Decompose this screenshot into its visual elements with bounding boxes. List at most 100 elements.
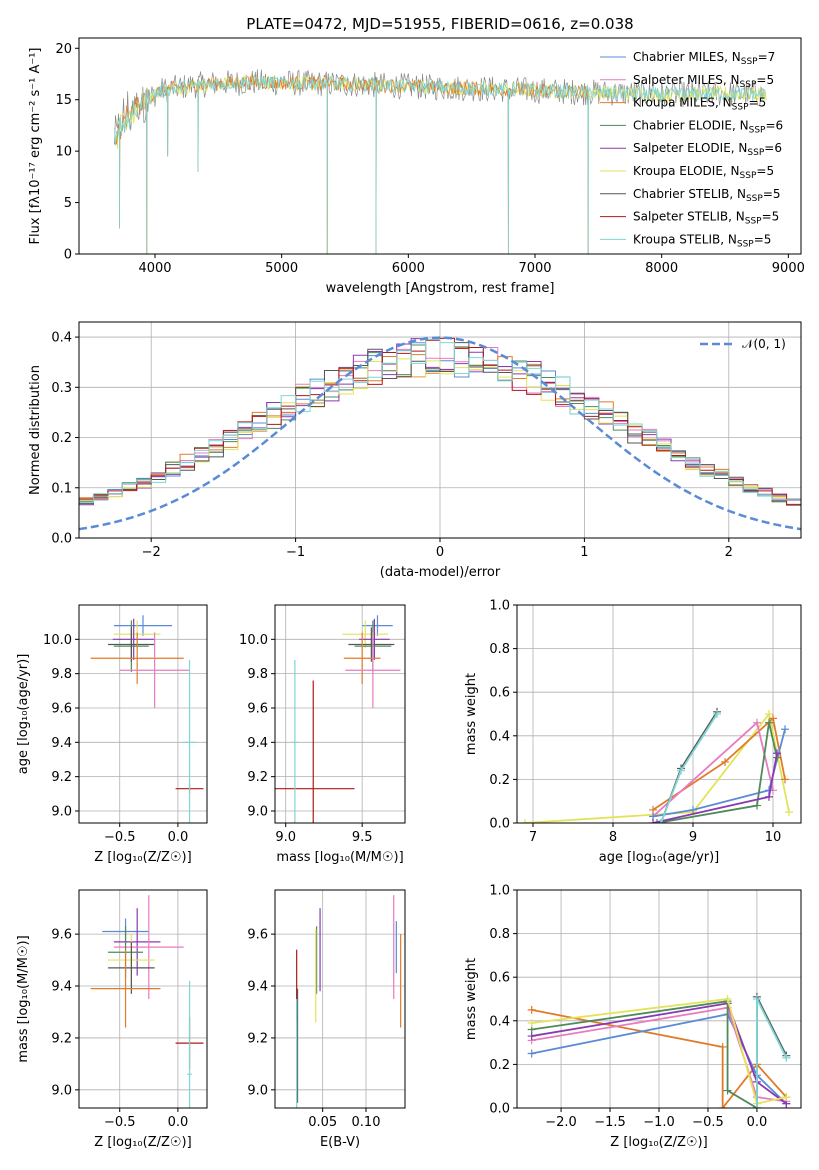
weight-point-marker [527, 1005, 536, 1014]
errorbar-point [183, 659, 196, 823]
errorbar-point [362, 615, 393, 636]
legend-label: 𝒩(0, 1) [742, 337, 786, 351]
legend-label: Kroupa ELODIE, NSSP=5 [633, 164, 774, 181]
y-tick-label: 9.2 [247, 770, 268, 785]
errorbar-point [291, 659, 298, 823]
errorbar-point [345, 632, 401, 708]
weight-point-marker [723, 995, 732, 1003]
axes-frame [516, 604, 802, 824]
weight-point-marker [649, 819, 657, 823]
panel-spectrum: 4000 5000 6000 7000 8000 9000 0 5 10 15 20 waveleng… [28, 37, 805, 296]
frame-age_vs_mass: 9.0 9.5 9.0 9.2 9.4 9.6 9.8 10.0 mass [log₁₀(M/M… [239, 604, 406, 865]
y-tick-label: 9.6 [247, 928, 268, 943]
x-tick-label: 9 [689, 830, 697, 845]
plot-area-residuals [79, 336, 801, 531]
axes-frame [78, 37, 802, 255]
histogram-kroupa-stelib [79, 338, 801, 504]
legend-label-main: Salpeter STELIB, N [633, 210, 745, 224]
x-axis-label: Z [log₁₀(Z/Z☉)] [94, 850, 191, 865]
weight-point-marker [785, 808, 793, 817]
y-tick-label: 0.0 [51, 532, 72, 547]
x-tick-label: 0.10 [352, 1115, 381, 1130]
y-tick-label: 9.0 [51, 1083, 72, 1098]
legend-label-main: Chabrier MILES, N [633, 50, 741, 64]
x-tick-label: 1 [580, 545, 588, 560]
x-tick-label: −1.5 [594, 1115, 626, 1130]
weight-point-marker [773, 749, 781, 758]
y-axis-label: mass weight [464, 673, 479, 755]
frame-mass_vs_EBV: 0.05 0.10 9.0 9.2 9.4 9.6 E(B-V) [247, 889, 406, 1150]
weight-series-line [531, 1009, 787, 1108]
weight-point-marker [765, 718, 773, 727]
y-tick-label: 0.2 [51, 431, 72, 446]
x-tick-label: 7 [529, 830, 537, 845]
frame-residuals: −2 −1 0 1 2 0.0 0.1 0.2 0.3 0.4 (data-model)/error… [28, 321, 802, 580]
x-tick-label: −0.5 [104, 830, 136, 845]
plot-area-mass_vs_Z [90, 895, 204, 1108]
x-axis-label: E(B-V) [320, 1135, 360, 1150]
legend-label-main: Salpeter ELODIE, N [633, 141, 747, 155]
y-tick-label: 0.2 [489, 1058, 510, 1073]
legend-label: Kroupa MILES, NSSP=5 [633, 96, 766, 113]
y-tick-label: 0.8 [489, 642, 510, 657]
x-tick-label: −2.0 [545, 1115, 577, 1130]
y-tick-label: 9.2 [247, 1031, 268, 1046]
panel-age_vs_Z: −0.5 0.0 9.0 9.2 9.4 9.6 9.8 10.0 Z [log₁₀(Z/Z☉)… [16, 604, 208, 865]
y-tick-label: 0.3 [51, 381, 72, 396]
x-tick-label: 7000 [518, 261, 551, 276]
frame-weight_vs_Z: −2.0 −1.5 −1.0 −0.5 0.0 0.0 0.2 0.4 0.6 0.8 1.0 Z [… [464, 884, 802, 1150]
legend-label-suffix: =6 [765, 118, 783, 132]
legend-label: Chabrier STELIB, NSSP=5 [633, 187, 781, 204]
y-tick-label: 9.2 [51, 770, 72, 785]
panel-age_vs_mass: 9.0 9.5 9.0 9.2 9.4 9.6 9.8 10.0 mass [log₁₀(M/M… [239, 604, 406, 865]
x-tick-label: 9.5 [352, 830, 373, 845]
weight-point-marker [752, 1104, 761, 1108]
weight-point-marker [713, 710, 721, 718]
weight-point-marker [689, 805, 697, 814]
legend-label-main: Kroupa ELODIE, N [633, 164, 740, 178]
spectrum-model-line [114, 74, 589, 254]
y-tick-label: 0.4 [489, 1014, 510, 1029]
x-tick-label: −1 [286, 545, 305, 560]
weight-point-marker [782, 1093, 791, 1102]
weight-series-line [531, 1002, 787, 1105]
y-tick-label: 9.0 [51, 804, 72, 819]
weight-point-marker [782, 1053, 791, 1062]
weight-point-marker [527, 1049, 536, 1058]
y-tick-label: 0.0 [489, 817, 510, 832]
legend-label-sub: SSP [740, 171, 757, 181]
plot-area-weight_vs_Z [527, 992, 791, 1108]
plot-area-age_vs_mass [275, 615, 401, 823]
plot-area-weight_vs_age [521, 707, 793, 823]
legend-label-suffix: =6 [764, 141, 782, 155]
y-axis-label: Flux [fλ10⁻¹⁷ erg cm⁻² s⁻¹ A⁻¹] [28, 48, 43, 245]
y-tick-label: 9.8 [51, 667, 72, 682]
x-tick-label: −0.5 [104, 1115, 136, 1130]
x-tick-label: 8000 [645, 261, 678, 276]
legend-label-suffix: =7 [758, 50, 776, 64]
x-axis-label: mass [log₁₀(M/M☉)] [276, 850, 403, 865]
legend-label: Salpeter STELIB, NSSP=5 [633, 210, 779, 227]
figure-title: PLATE=0472, MJD=51955, FIBERID=0616, z=0… [246, 15, 633, 33]
panel-residuals: −2 −1 0 1 2 0.0 0.1 0.2 0.3 0.4 (data-model)/error… [28, 321, 802, 580]
errorbar-point [187, 980, 192, 1108]
residuals-legend: 𝒩(0, 1) [700, 337, 786, 351]
errorbar-point [275, 680, 355, 823]
y-tick-label: 10.0 [239, 633, 268, 648]
y-tick-label: 9.2 [51, 1031, 72, 1046]
y-tick-label: 5 [64, 196, 72, 211]
x-tick-label: −0.5 [692, 1115, 724, 1130]
y-tick-label: 1.0 [489, 599, 510, 614]
weight-point-marker [521, 819, 529, 823]
legend-label: Chabrier ELODIE, NSSP=6 [633, 118, 783, 135]
weight-point-marker [753, 718, 761, 727]
weight-point-marker [721, 757, 729, 766]
weight-point-marker [657, 819, 665, 823]
x-tick-label: 0.0 [168, 830, 189, 845]
plot-area-age_vs_Z [90, 615, 204, 823]
y-tick-label: 0.8 [489, 927, 510, 942]
weight-point-marker [723, 1086, 732, 1095]
x-axis-label: Z [log₁₀(Z/Z☉)] [610, 1135, 707, 1150]
y-tick-label: 10.0 [43, 633, 72, 648]
